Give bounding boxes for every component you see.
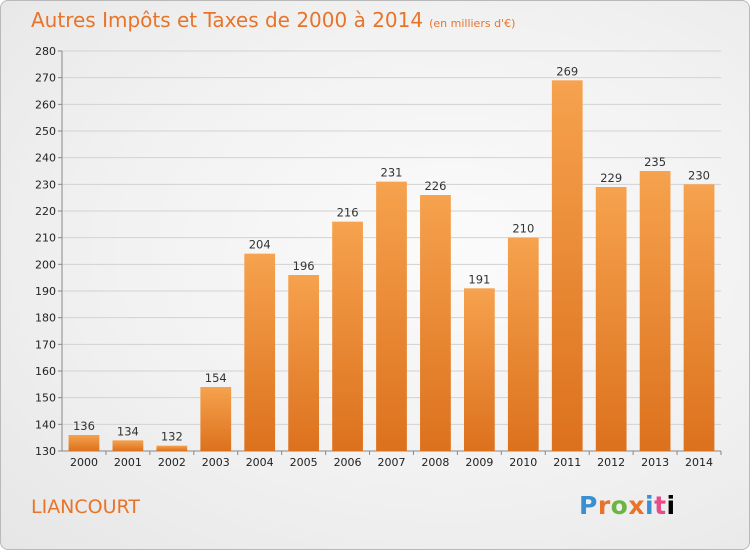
- y-tick-label: 280: [35, 45, 56, 58]
- y-tick-label: 240: [35, 152, 56, 165]
- x-tick-label: 2005: [290, 456, 318, 469]
- data-label: 132: [161, 430, 183, 444]
- bar-2005: [288, 275, 320, 451]
- bar-2004: [244, 253, 276, 451]
- y-tick-label: 190: [35, 285, 56, 298]
- bar-2003: [200, 387, 232, 451]
- bar-2009: [463, 288, 495, 451]
- data-label: 191: [468, 272, 490, 286]
- data-label: 154: [205, 371, 227, 385]
- data-label: 210: [512, 222, 534, 236]
- x-tick-label: 2012: [597, 456, 625, 469]
- x-tick-label: 2003: [202, 456, 230, 469]
- bar-2000: [68, 435, 100, 451]
- y-tick-label: 220: [35, 205, 56, 218]
- town-name: LIANCOURT: [31, 496, 140, 518]
- bar-2002: [156, 445, 188, 451]
- bar-2007: [376, 181, 407, 451]
- y-tick-label: 230: [35, 178, 56, 191]
- data-label: 226: [424, 179, 446, 193]
- data-label: 136: [73, 419, 95, 433]
- y-tick-label: 170: [35, 338, 56, 351]
- x-tick-label: 2007: [378, 456, 406, 469]
- x-tick-label: 2004: [246, 456, 274, 469]
- bars: [68, 80, 715, 452]
- y-tick-label: 270: [35, 72, 56, 85]
- x-tick-label: 2008: [421, 456, 449, 469]
- bar-2006: [332, 221, 363, 451]
- proxiti-logo: Proxiti: [579, 491, 676, 520]
- bar-2014: [683, 184, 715, 452]
- chart-subtitle: (en milliers d'€): [429, 17, 516, 30]
- x-tick-label: 2013: [641, 456, 669, 469]
- chart-title: Autres Impôts et Taxes de 2000 à 2014 (en…: [31, 8, 515, 32]
- bar-2010: [507, 237, 539, 451]
- x-tick-label: 2009: [465, 456, 493, 469]
- bar-2001: [112, 440, 144, 451]
- data-label: 269: [556, 64, 578, 78]
- x-tick-label: 2011: [553, 456, 581, 469]
- data-label: 231: [381, 166, 403, 180]
- y-tick-label: 130: [35, 445, 56, 458]
- data-label: 134: [117, 424, 139, 438]
- x-tick-label: 2000: [70, 456, 98, 469]
- data-label: 216: [337, 206, 359, 220]
- y-tick-label: 250: [35, 125, 56, 138]
- data-label: 235: [644, 155, 666, 169]
- chart-title-text: Autres Impôts et Taxes de 2000 à 2014: [31, 8, 424, 32]
- bar-2012: [595, 187, 627, 451]
- x-tick-label: 2001: [114, 456, 142, 469]
- y-tick-label: 150: [35, 392, 56, 405]
- bar-2013: [639, 171, 671, 451]
- x-tick-label: 2014: [685, 456, 713, 469]
- x-tick-label: 2006: [334, 456, 362, 469]
- y-tick-label: 180: [35, 312, 56, 325]
- data-label: 229: [600, 171, 622, 185]
- labels: 2000 136 2001 134 2002 132 2003 154 2004 204 2005 1…: [70, 64, 713, 469]
- y-tick-label: 260: [35, 98, 56, 111]
- data-label: 204: [249, 238, 271, 252]
- y-tick-label: 160: [35, 365, 56, 378]
- y-tick-label: 210: [35, 232, 56, 245]
- x-tick-label: 2010: [509, 456, 537, 469]
- y-tick-label: 200: [35, 258, 56, 271]
- data-label: 230: [688, 168, 710, 182]
- data-label: 196: [293, 259, 315, 273]
- y-tick-label: 140: [35, 418, 56, 431]
- x-tick-label: 2002: [158, 456, 186, 469]
- bar-2011: [551, 80, 583, 451]
- bar-2008: [420, 195, 451, 451]
